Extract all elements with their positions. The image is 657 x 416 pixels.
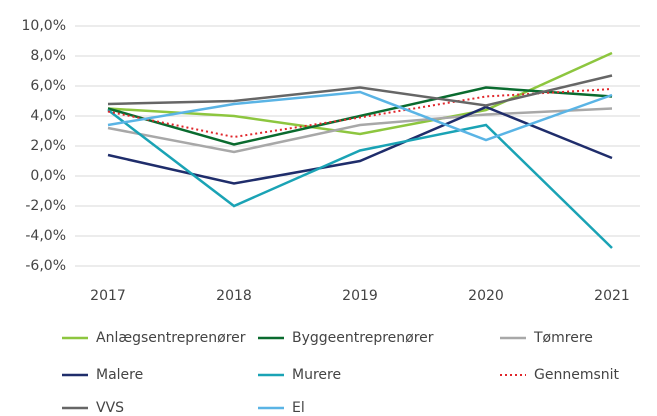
x-tick-label: 2020 — [468, 288, 504, 304]
legend-label: Gennemsnit — [534, 367, 620, 383]
legend-label: Byggeentreprenører — [292, 330, 434, 346]
y-tick-label: -4,0% — [25, 228, 66, 244]
series-line — [107, 86, 613, 146]
series-line — [107, 109, 613, 249]
y-tick-label: 6,0% — [30, 78, 66, 94]
y-tick-label: -2,0% — [25, 198, 66, 214]
series-line — [107, 88, 613, 139]
x-tick-label: 2017 — [90, 288, 126, 304]
legend-label: Malere — [96, 367, 143, 383]
legend-label: Murere — [292, 367, 341, 383]
y-tick-label: 10,0% — [22, 18, 66, 34]
legend-label: VVS — [96, 400, 124, 416]
y-tick-label: 8,0% — [30, 48, 66, 64]
series-line — [107, 90, 613, 142]
x-tick-label: 2018 — [216, 288, 252, 304]
y-tick-label: -6,0% — [25, 258, 66, 274]
series-line — [107, 74, 613, 107]
legend-label: Tømrere — [533, 330, 593, 346]
y-tick-label: 2,0% — [30, 138, 66, 154]
series-line — [107, 107, 613, 154]
legend-label: Anlægsentreprenører — [96, 330, 246, 346]
legend-label: El — [292, 400, 305, 416]
x-tick-label: 2021 — [594, 288, 630, 304]
y-tick-label: 4,0% — [30, 108, 66, 124]
x-tick-label: 2019 — [342, 288, 378, 304]
y-tick-label: 0,0% — [30, 168, 66, 184]
